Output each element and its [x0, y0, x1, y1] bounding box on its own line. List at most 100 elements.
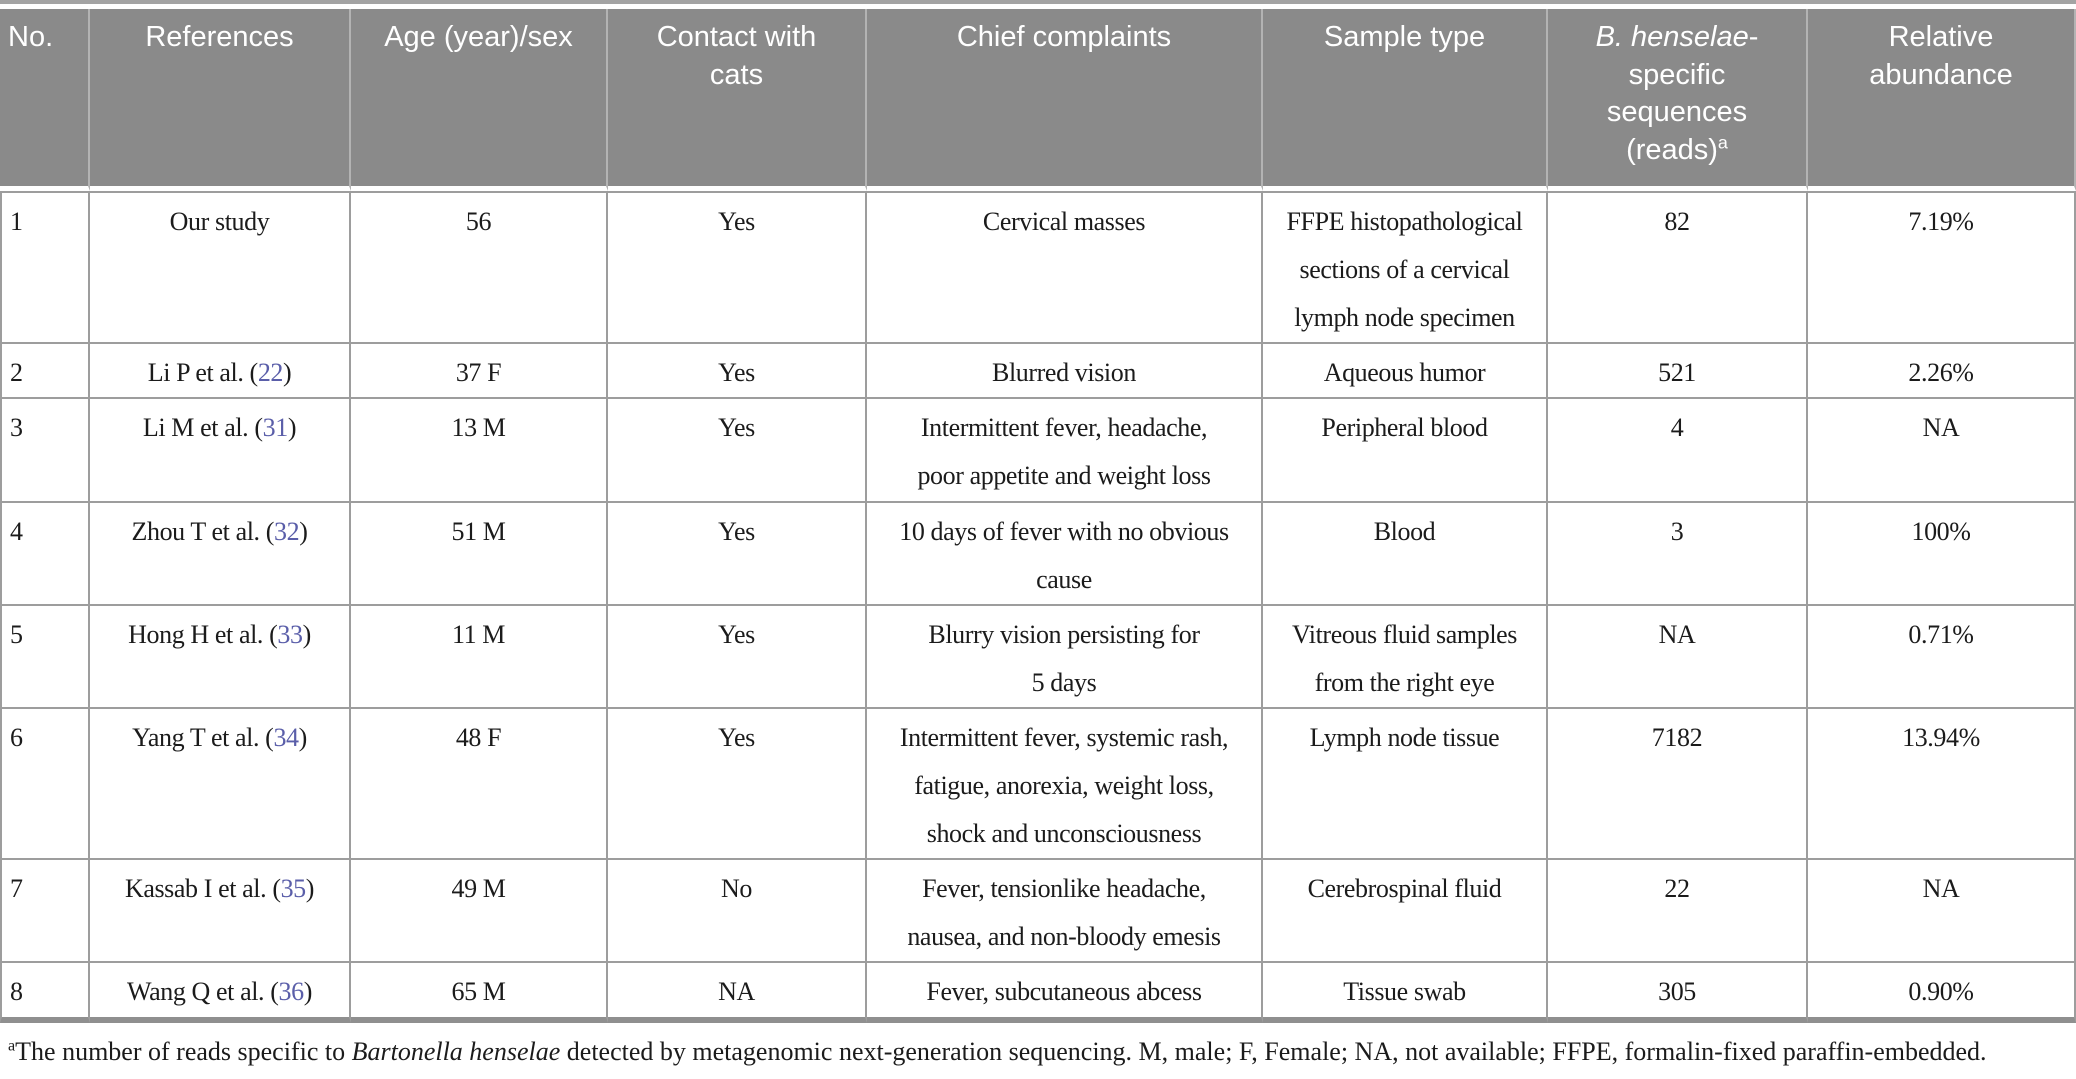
header-reads-rest: - specific sequences (reads)	[1606, 21, 1759, 167]
table-footnote: aThe number of reads specific to Bartone…	[8, 1037, 2076, 1067]
cell-reads: 521	[1548, 344, 1808, 400]
cell-reads: 3	[1548, 502, 1808, 606]
cell-contact: Yes	[608, 502, 867, 606]
cell-contact: Yes	[608, 344, 867, 400]
reference-link[interactable]: 31	[262, 413, 289, 443]
cell-abundance: 0.90%	[1808, 963, 2076, 1023]
table-header: No. References Age (year)/sex Contact wi…	[0, 9, 2076, 191]
cell-no: 4	[0, 502, 90, 606]
cell-no: 5	[0, 605, 90, 709]
cell-age-sex: 51 M	[351, 502, 608, 606]
reference-link[interactable]: 35	[280, 874, 307, 904]
header-row: No. References Age (year)/sex Contact wi…	[0, 9, 2076, 191]
cell-sample: Cerebrospinal fluid	[1263, 860, 1548, 964]
table-row: 3 Li M et al. (31) 13 M Yes Intermittent fev…	[0, 399, 2076, 503]
table-row: 6 Yang T et al. (34) 48 F Yes Intermittent f…	[0, 708, 2076, 861]
cell-complaints: Blurred vision	[867, 344, 1263, 400]
reference-link[interactable]: 32	[274, 516, 300, 546]
cell-sample: Peripheral blood	[1263, 399, 1548, 503]
column-header-sample: Sample type	[1263, 9, 1548, 191]
cell-abundance: 13.94%	[1808, 708, 2076, 861]
cell-contact: NA	[608, 963, 867, 1023]
cell-complaints: 10 days of fever with no obvious cause	[867, 502, 1263, 606]
footnote-marker: a	[8, 1036, 16, 1054]
cell-no: 7	[0, 860, 90, 964]
cell-no: 2	[0, 344, 90, 400]
cell-abundance: 2.26%	[1808, 344, 2076, 400]
cell-complaints: Cervical masses	[867, 191, 1263, 345]
cell-references: Kassab I et al. (35)	[90, 860, 351, 964]
cell-no: 6	[0, 708, 90, 861]
column-header-reads: B. henselae- specific sequences (reads)a	[1548, 9, 1808, 191]
cell-abundance: NA	[1808, 399, 2076, 503]
cell-reads: 4	[1548, 399, 1808, 503]
cell-complaints: Intermittent fever, systemic rash, fatig…	[867, 708, 1263, 861]
cell-sample: Aqueous humor	[1263, 344, 1548, 400]
cell-references: Wang Q et al. (36)	[90, 963, 351, 1023]
cell-references: Yang T et al. (34)	[90, 708, 351, 861]
cell-references: Li M et al. (31)	[90, 399, 351, 503]
cell-age-sex: 11 M	[351, 605, 608, 709]
footnote-text-start: The number of reads specific to	[15, 1036, 352, 1066]
footnote-species-italic: Bartonella henselae	[351, 1036, 561, 1066]
cell-age-sex: 65 M	[351, 963, 608, 1023]
table-row: 5 Hong H et al. (33) 11 M Yes Blurry vision …	[0, 605, 2076, 709]
header-species-italic: B. henselae	[1595, 21, 1749, 53]
cell-age-sex: 49 M	[351, 860, 608, 964]
cell-no: 1	[0, 191, 90, 345]
cell-references: Zhou T et al. (32)	[90, 502, 351, 606]
cell-contact: No	[608, 860, 867, 964]
table-top-border	[0, 0, 2076, 4]
cell-age-sex: 56	[351, 191, 608, 345]
cell-reads: 82	[1548, 191, 1808, 345]
cell-abundance: 100%	[1808, 502, 2076, 606]
cell-sample: FFPE histopathological sections of a cer…	[1263, 191, 1548, 345]
table-row: 2 Li P et al. (22) 37 F Yes Blurred vision Aq…	[0, 344, 2076, 400]
table-row: 4 Zhou T et al. (32) 51 M Yes 10 days of fev…	[0, 502, 2076, 606]
cell-contact: Yes	[608, 399, 867, 503]
cell-complaints: Fever, subcutaneous abcess	[867, 963, 1263, 1023]
cell-age-sex: 37 F	[351, 344, 608, 400]
cell-no: 8	[0, 963, 90, 1023]
cell-sample: Blood	[1263, 502, 1548, 606]
cell-age-sex: 13 M	[351, 399, 608, 503]
column-header-no: No.	[0, 9, 90, 191]
cell-complaints: Fever, tensionlike headache, nausea, and…	[867, 860, 1263, 964]
footnote-text-end: detected by metagenomic next-generation …	[560, 1036, 1987, 1066]
reference-link[interactable]: 34	[273, 722, 299, 752]
header-footnote-marker: a	[1717, 132, 1728, 153]
cell-reads: NA	[1548, 605, 1808, 709]
table-body: 1 Our study 56 Yes Cervical masses FFPE histo…	[0, 191, 2076, 1023]
cell-sample: Tissue swab	[1263, 963, 1548, 1023]
cell-references: Hong H et al. (33)	[90, 605, 351, 709]
reference-link[interactable]: 36	[278, 977, 305, 1007]
reference-link[interactable]: 22	[257, 358, 284, 388]
cell-complaints: Intermittent fever, headache, poor appet…	[867, 399, 1263, 503]
column-header-age-sex: Age (year)/sex	[351, 9, 608, 191]
cell-complaints: Blurry vision persisting for 5 days	[867, 605, 1263, 709]
cell-reads: 22	[1548, 860, 1808, 964]
cell-sample: Lymph node tissue	[1263, 708, 1548, 861]
cell-contact: Yes	[608, 708, 867, 861]
cell-contact: Yes	[608, 605, 867, 709]
column-header-abundance: Relative abundance	[1808, 9, 2076, 191]
cell-age-sex: 48 F	[351, 708, 608, 861]
column-header-contact: Contact with cats	[608, 9, 867, 191]
table-row: 1 Our study 56 Yes Cervical masses FFPE histo…	[0, 191, 2076, 345]
cell-no: 3	[0, 399, 90, 503]
reference-link[interactable]: 33	[277, 619, 303, 649]
column-header-complaints: Chief complaints	[867, 9, 1263, 191]
case-comparison-table: No. References Age (year)/sex Contact wi…	[0, 9, 2076, 1023]
cell-abundance: 0.71%	[1808, 605, 2076, 709]
cell-reads: 7182	[1548, 708, 1808, 861]
table-row: 7 Kassab I et al. (35) 49 M No Fever, tensio…	[0, 860, 2076, 964]
cell-reads: 305	[1548, 963, 1808, 1023]
cell-abundance: 7.19%	[1808, 191, 2076, 345]
column-header-references: References	[90, 9, 351, 191]
cell-contact: Yes	[608, 191, 867, 345]
cell-references: Li P et al. (22)	[90, 344, 351, 400]
cell-sample: Vitreous fluid samples from the right ey…	[1263, 605, 1548, 709]
table-row: 8 Wang Q et al. (36) 65 M NA Fever, subcutan…	[0, 963, 2076, 1023]
cell-abundance: NA	[1808, 860, 2076, 964]
